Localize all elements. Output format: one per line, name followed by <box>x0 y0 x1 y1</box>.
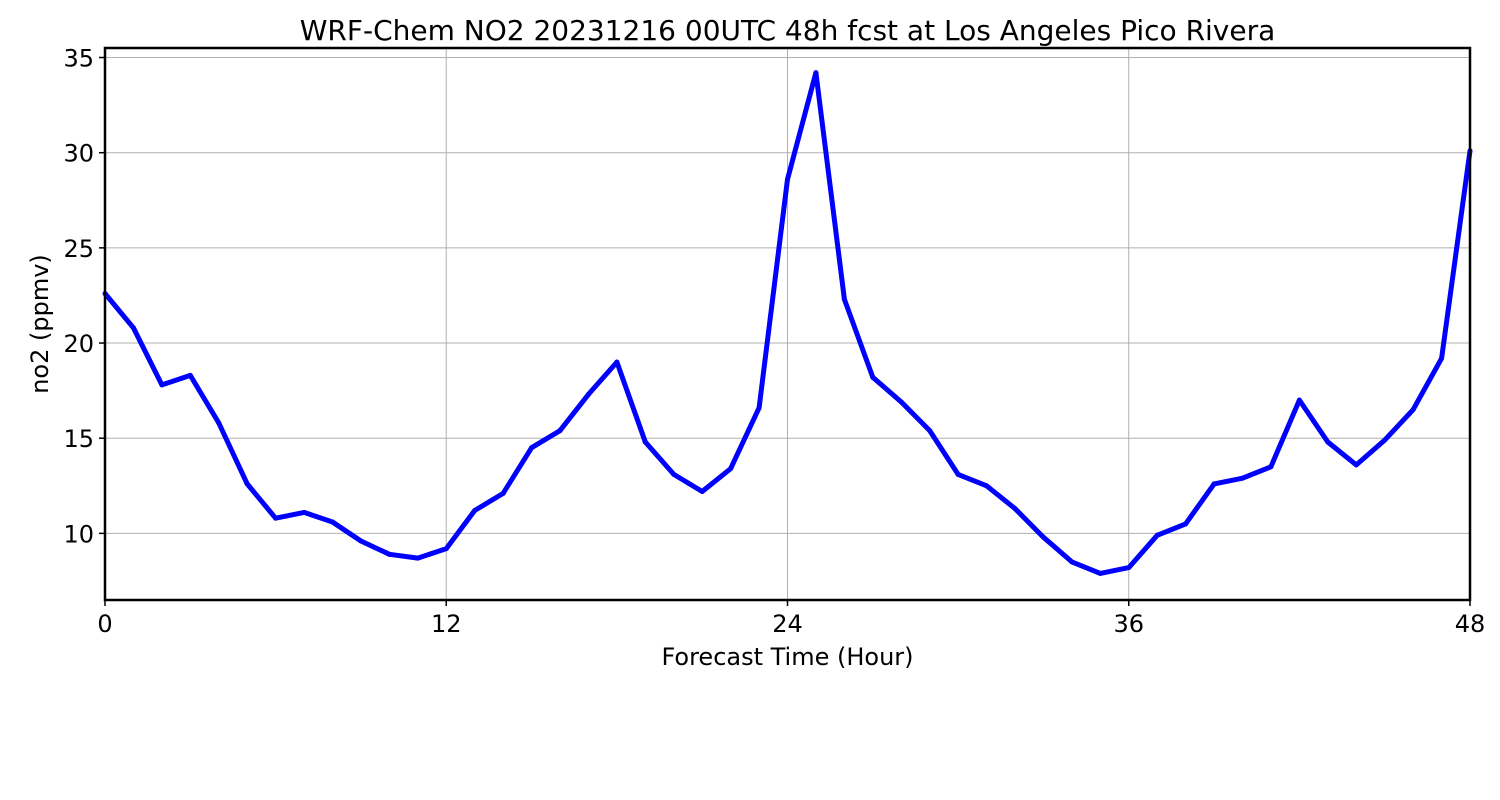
data-point <box>1382 437 1388 443</box>
data-point <box>472 508 478 514</box>
data-point <box>500 490 506 496</box>
data-point <box>330 519 335 525</box>
tick-layer: 0 12 24 36 48 10 15 20 25 30 35 <box>63 45 1485 638</box>
data-point <box>870 374 876 380</box>
x-tick-label: 0 <box>97 610 112 638</box>
data-point <box>955 471 961 477</box>
data-point <box>187 372 193 378</box>
data-point <box>386 551 392 557</box>
x-tick-label: 24 <box>772 610 803 638</box>
data-point <box>1353 462 1359 468</box>
data-point <box>1154 532 1160 538</box>
data-point <box>1439 355 1445 361</box>
data-point <box>1410 407 1416 413</box>
data-point <box>529 445 535 451</box>
data-point <box>642 439 648 445</box>
y-axis-label: no2 (ppmv) <box>26 254 54 394</box>
data-point <box>273 515 279 521</box>
data-point <box>1240 475 1245 481</box>
data-point <box>1097 570 1103 576</box>
data-point <box>614 359 620 365</box>
data-point <box>244 481 250 487</box>
data-point <box>159 382 165 388</box>
data-point <box>130 325 136 331</box>
data-point <box>1296 397 1302 403</box>
data-point <box>927 428 933 434</box>
data-point <box>1126 565 1132 571</box>
x-tick-label: 48 <box>1455 610 1486 638</box>
data-point <box>358 538 364 544</box>
data-point <box>585 391 591 397</box>
data-point <box>1040 534 1046 540</box>
data-point <box>898 399 904 405</box>
data-point <box>557 428 563 434</box>
x-tick-label: 12 <box>431 610 462 638</box>
x-axis-label: Forecast Time (Hour) <box>661 643 913 671</box>
data-point <box>756 405 762 411</box>
data-point <box>813 70 819 76</box>
data-point <box>1183 521 1189 527</box>
y-tick-label: 15 <box>63 425 94 453</box>
data-point <box>1268 464 1274 470</box>
data-point <box>728 466 734 472</box>
y-tick-label: 10 <box>63 520 94 548</box>
y-tick-label: 25 <box>63 235 94 263</box>
data-point <box>785 176 790 182</box>
data-point <box>1325 439 1331 445</box>
data-point <box>301 509 307 515</box>
data-point <box>671 471 677 477</box>
data-point <box>443 546 449 552</box>
y-tick-label: 20 <box>63 330 94 358</box>
data-point <box>415 555 421 561</box>
data-point <box>1012 506 1018 512</box>
x-tick-label: 36 <box>1113 610 1144 638</box>
y-tick-label: 35 <box>63 45 94 73</box>
data-point <box>984 483 990 489</box>
grid-lines <box>104 48 1471 600</box>
chart-title: WRF-Chem NO2 20231216 00UTC 48h fcst at … <box>300 14 1276 47</box>
data-point <box>216 420 222 426</box>
data-point <box>841 296 847 302</box>
data-point <box>699 489 705 495</box>
y-tick-label: 30 <box>63 140 94 168</box>
data-point <box>1211 481 1217 487</box>
data-point <box>1069 559 1075 565</box>
